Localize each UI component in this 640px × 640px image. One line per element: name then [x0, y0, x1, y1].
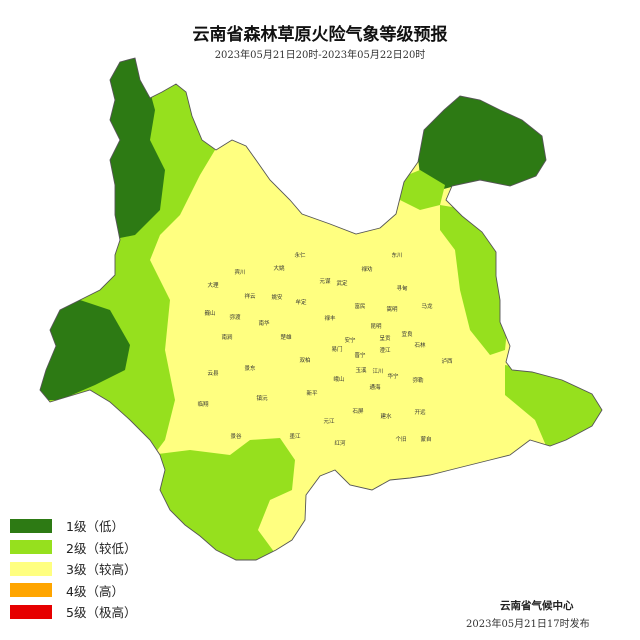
county-label: 景谷: [230, 432, 242, 440]
county-label: 新平: [306, 389, 318, 397]
issue-time: 2023年05月21日17时发布: [466, 619, 590, 630]
county-label: 双柏: [299, 356, 310, 364]
legend-item-level4: 4级（高）: [10, 580, 136, 602]
county-label: 武定: [336, 279, 348, 287]
county-label: 元谋: [319, 278, 331, 285]
county-label: 宜良: [401, 330, 413, 338]
legend-item-level3: 3级（较高）: [10, 558, 136, 580]
county-label: 禄丰: [324, 314, 336, 322]
legend-label: 4级（高）: [66, 583, 124, 599]
legend-swatch: [10, 561, 52, 576]
county-label: 开远: [414, 408, 426, 416]
county-label: 宾川: [234, 268, 245, 276]
legend-swatch: [10, 540, 52, 555]
county-label: 祥云: [244, 292, 256, 300]
county-label: 昆明: [370, 323, 382, 330]
county-label: 东川: [391, 251, 402, 259]
county-label: 安宁: [344, 336, 356, 344]
county-label: 云县: [207, 370, 219, 377]
legend-item-level2: 2级（较低）: [10, 537, 136, 559]
county-label: 马龙: [421, 302, 433, 310]
county-label: 镇沅: [256, 394, 268, 402]
county-label: 通海: [369, 383, 381, 391]
legend-label: 1级（低）: [66, 519, 124, 535]
county-label: 泸西: [441, 357, 453, 365]
county-label: 景东: [244, 364, 256, 372]
county-label: 南华: [258, 319, 270, 327]
county-label: 澄江: [379, 346, 391, 354]
legend-item-level5: 5级（极高）: [10, 601, 136, 623]
legend-swatch: [10, 583, 52, 598]
legend: 1级（低） 2级（较低） 3级（较高） 4级（高） 5级（极高）: [10, 515, 136, 623]
county-label: 蒙自: [420, 435, 431, 443]
county-label: 弥渡: [229, 313, 241, 321]
county-label: 玉溪: [355, 366, 367, 374]
legend-label: 2级（较低）: [66, 540, 137, 556]
county-label: 江川: [372, 368, 383, 375]
county-label: 富民: [354, 302, 366, 310]
legend-label: 3级（较高）: [66, 562, 137, 578]
county-label: 姚安: [271, 293, 283, 301]
county-label: 弥勒: [412, 376, 424, 384]
county-label: 石林: [414, 341, 426, 349]
county-label: 牟定: [295, 298, 307, 306]
county-label: 红河: [334, 439, 346, 447]
county-label: 嵩明: [386, 305, 398, 313]
county-label: 华宁: [387, 372, 399, 380]
county-label: 大姚: [273, 264, 285, 272]
level2-zone-northeast: [395, 170, 445, 210]
county-label: 峨山: [333, 375, 344, 383]
county-label: 个旧: [395, 436, 406, 443]
county-label: 巍山: [204, 309, 215, 317]
county-label: 楚雄: [280, 333, 292, 341]
county-label: 墨江: [289, 433, 301, 440]
county-label: 寻甸: [396, 284, 408, 292]
legend-label: 5级（极高）: [66, 605, 137, 621]
county-label: 石屏: [352, 408, 364, 415]
level1-zone-northwest: [100, 58, 165, 240]
county-label: 禄劝: [361, 265, 373, 273]
county-label: 建水: [380, 412, 392, 420]
county-label: 临翔: [197, 400, 209, 408]
level1-zone-west: [40, 300, 130, 400]
county-label: 晋宁: [354, 351, 366, 359]
level1-zone-northeast: [410, 90, 560, 190]
county-label: 南涧: [221, 333, 233, 341]
map-title: 云南省森林草原火险气象等级预报: [192, 25, 448, 45]
legend-swatch: [10, 604, 52, 619]
county-label: 易门: [331, 345, 342, 353]
issuer: 云南省气候中心: [500, 600, 574, 612]
legend-swatch: [10, 518, 52, 533]
county-label: 呈贡: [379, 335, 391, 342]
county-label: 永仁: [294, 251, 306, 259]
forecast-period: 2023年05月21日20时-2023年05月22日20时: [214, 50, 426, 61]
county-label: 元江: [323, 418, 335, 425]
legend-item-level1: 1级（低）: [10, 515, 136, 537]
county-label: 大理: [207, 281, 219, 289]
